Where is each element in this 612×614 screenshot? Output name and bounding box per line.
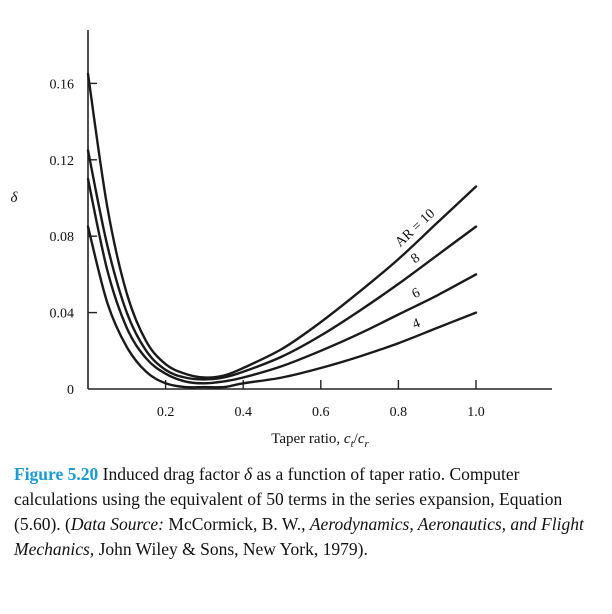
y-tick-label: 0 [67, 383, 74, 398]
y-tick-label: 0.04 [50, 307, 75, 322]
y-axis-title: δ [11, 190, 19, 206]
series-layer [86, 72, 478, 389]
caption-source-label: Data Source: [70, 514, 165, 534]
caption-delta: δ [244, 464, 253, 484]
caption-text-1: Induced drag factor [98, 464, 245, 484]
axes: 0.2 0.4 0.6 0.8 1.0 0 0.04 0.08 0.12 0.16 [50, 30, 552, 420]
caption-text-4: John Wiley & Sons, New York, 1979). [94, 539, 368, 559]
caption-text-3: McCormick, B. W., [164, 514, 310, 534]
series-label: 8 [408, 251, 423, 267]
y-tick-label: 0.16 [50, 77, 75, 92]
x-tick-label: 1.0 [467, 405, 485, 420]
chart: 0.2 0.4 0.6 0.8 1.0 0 0.04 0.08 0.12 0.16 δ Taper … [11, 30, 552, 450]
series-line [86, 149, 478, 381]
x-tick-label: 0.8 [390, 405, 408, 420]
series-line [86, 225, 478, 389]
x-axis-title: Taper ratio, ct/cr [271, 431, 369, 450]
x-tick-label: 0.4 [234, 405, 252, 420]
series-line [86, 177, 478, 385]
y-tick-label: 0.12 [50, 154, 75, 169]
series-label: 6 [410, 286, 423, 303]
figure-label: Figure 5.20 [14, 464, 99, 484]
y-tick-label: 0.08 [50, 230, 75, 245]
series-line [86, 72, 478, 379]
x-tick-label: 0.2 [157, 405, 175, 420]
caption-book-title: Aerodynamics, Aeronautics, and Flight Me… [14, 514, 584, 559]
caption-text-2: as a function of taper ratio. Computer c… [14, 464, 563, 534]
x-tick-label: 0.6 [312, 405, 330, 420]
series-label: 4 [411, 316, 423, 333]
figure-caption: Figure 5.20 Induced drag factor δ as a f… [14, 462, 599, 562]
